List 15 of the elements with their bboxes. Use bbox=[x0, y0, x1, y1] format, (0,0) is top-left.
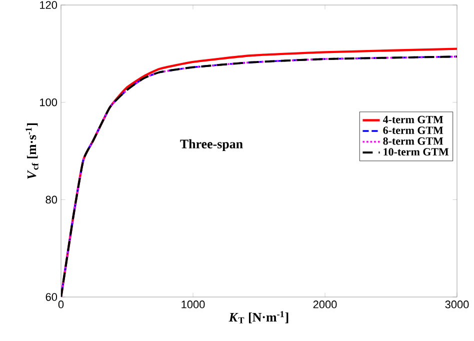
x-tick-label: 2000 bbox=[313, 300, 337, 308]
y-axis-title: V$_{cf}$ [m·s$^{-1}$] bbox=[26, 123, 38, 179]
x-tick-label: 0 bbox=[58, 300, 64, 308]
legend-label: 10-term GTM bbox=[384, 148, 449, 156]
y-tick-label: 100 bbox=[40, 98, 58, 106]
legend-label: 6-term GTM bbox=[383, 126, 444, 134]
x-tick-label: 1000 bbox=[182, 300, 205, 308]
y-tick-label: 60 bbox=[46, 293, 58, 301]
x-axis-title: K$_{T}$ [N·m$^{-1}$] bbox=[228, 311, 288, 324]
legend-label: 8-term GTM bbox=[383, 137, 444, 145]
legend-label: 4-term GTM bbox=[382, 116, 444, 124]
annotation: Three-span bbox=[180, 139, 243, 152]
y-tick-label: 80 bbox=[46, 196, 58, 204]
y-tick-label: 120 bbox=[40, 1, 58, 9]
x-tick-label: 3000 bbox=[445, 300, 469, 308]
